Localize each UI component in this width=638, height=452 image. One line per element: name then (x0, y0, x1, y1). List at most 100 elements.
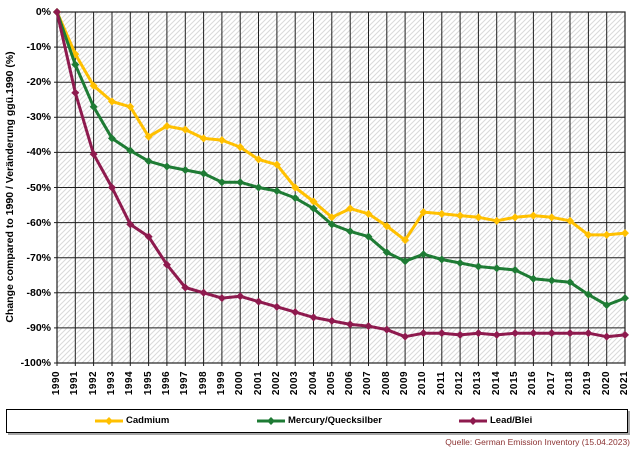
legend-label: Cadmium (126, 415, 170, 426)
data-point-marker (401, 332, 410, 341)
data-point-marker (199, 288, 208, 297)
data-point-marker (511, 213, 520, 222)
data-point-marker (419, 208, 428, 217)
data-point-marker (89, 102, 98, 111)
legend-marker-icon (257, 417, 285, 425)
x-tick-label: 2013 (472, 370, 484, 396)
data-point-marker (382, 248, 391, 257)
data-point-marker (162, 260, 171, 269)
data-point-marker (364, 322, 373, 331)
data-point-marker (602, 230, 611, 239)
data-point-marker (566, 278, 575, 287)
data-point-marker (309, 204, 318, 213)
y-tick-label: -10% (26, 41, 51, 54)
x-tick-label: 2012 (454, 370, 466, 396)
data-point-marker (492, 264, 501, 273)
x-tick-label: 2005 (325, 370, 337, 396)
x-tick-label: 1999 (215, 370, 227, 396)
data-point-marker (236, 292, 245, 301)
data-point-marker (401, 236, 410, 245)
data-point-marker (89, 81, 98, 90)
data-point-marker (529, 274, 538, 283)
legend-item-lead-blei: Lead/Blei (459, 415, 532, 427)
data-point-marker (291, 308, 300, 317)
data-point-marker (217, 136, 226, 145)
data-point-marker (584, 290, 593, 299)
y-tick-label: -60% (26, 216, 51, 229)
x-tick-label: 2018 (564, 370, 576, 396)
x-tick-label: 2017 (545, 370, 557, 396)
data-point-marker (126, 102, 135, 111)
data-point-marker (217, 178, 226, 187)
data-point-marker (291, 183, 300, 192)
y-tick-label: -100% (20, 357, 51, 369)
data-point-marker (492, 330, 501, 339)
data-point-marker (547, 329, 556, 338)
data-point-marker (126, 220, 135, 229)
series-mercury-quecksilber (53, 8, 629, 310)
data-point-marker (456, 211, 465, 220)
data-point-marker (254, 155, 263, 164)
data-point-marker (236, 178, 245, 187)
data-point-marker (602, 332, 611, 341)
data-point-marker (53, 8, 61, 16)
data-point-marker (236, 143, 245, 152)
x-tick-label: 2011 (435, 371, 447, 395)
data-point-marker (584, 230, 593, 239)
y-tick-label: -30% (26, 111, 51, 124)
series-cadmium (53, 8, 629, 245)
data-point-marker (492, 216, 501, 225)
data-point-marker (107, 97, 116, 106)
x-tick-label: 2008 (380, 370, 392, 396)
x-tick-label: 1992 (87, 370, 99, 396)
x-tick-label: 1997 (179, 370, 191, 396)
y-tick-label: -80% (26, 286, 51, 299)
data-point-marker (71, 88, 80, 97)
data-point-marker (346, 204, 355, 213)
data-point-marker (364, 232, 373, 241)
x-tick-label: 1995 (142, 370, 154, 396)
data-point-marker (272, 160, 281, 169)
data-point-marker (144, 132, 153, 141)
x-tick-label: 2006 (344, 370, 356, 396)
x-tick-label: 2007 (362, 370, 374, 396)
x-tick-label: 2001 (252, 370, 264, 396)
data-point-marker (584, 329, 593, 338)
x-tick-label: 2000 (234, 370, 246, 396)
legend-marker-icon (95, 417, 123, 425)
x-tick-label: 1990 (51, 370, 62, 396)
data-point-marker (474, 262, 483, 271)
data-point-marker (181, 283, 190, 292)
data-point-marker (144, 157, 153, 166)
y-tick-label: 0% (35, 6, 51, 18)
data-point-marker (456, 258, 465, 267)
x-tick-label: 2004 (307, 370, 319, 396)
data-point-marker (309, 197, 318, 206)
data-point-marker (437, 255, 446, 264)
data-point-marker (181, 165, 190, 174)
data-point-marker (382, 222, 391, 231)
data-point-marker (547, 276, 556, 285)
data-point-marker (547, 213, 556, 222)
data-point-marker (529, 329, 538, 338)
data-point-marker (419, 250, 428, 259)
data-point-marker (254, 297, 263, 306)
data-point-marker (107, 134, 116, 143)
x-tick-label: 1998 (197, 370, 209, 396)
y-tick-label: -90% (26, 321, 51, 334)
data-point-marker (511, 329, 520, 338)
data-point-marker (199, 169, 208, 178)
x-tick-label: 2009 (399, 370, 411, 396)
data-point-marker (162, 122, 171, 131)
x-tick-label: 2021 (619, 370, 630, 396)
data-point-marker (107, 183, 116, 192)
legend-item-mercury-quecksilber: Mercury/Quecksilber (257, 415, 382, 427)
data-point-marker (272, 187, 281, 196)
data-point-marker (621, 330, 629, 339)
x-tick-label: 2003 (289, 370, 301, 396)
data-point-marker (346, 320, 355, 329)
x-tick-label: 1993 (105, 370, 117, 396)
data-point-marker (529, 211, 538, 220)
x-tick-label: 1991 (69, 370, 81, 396)
